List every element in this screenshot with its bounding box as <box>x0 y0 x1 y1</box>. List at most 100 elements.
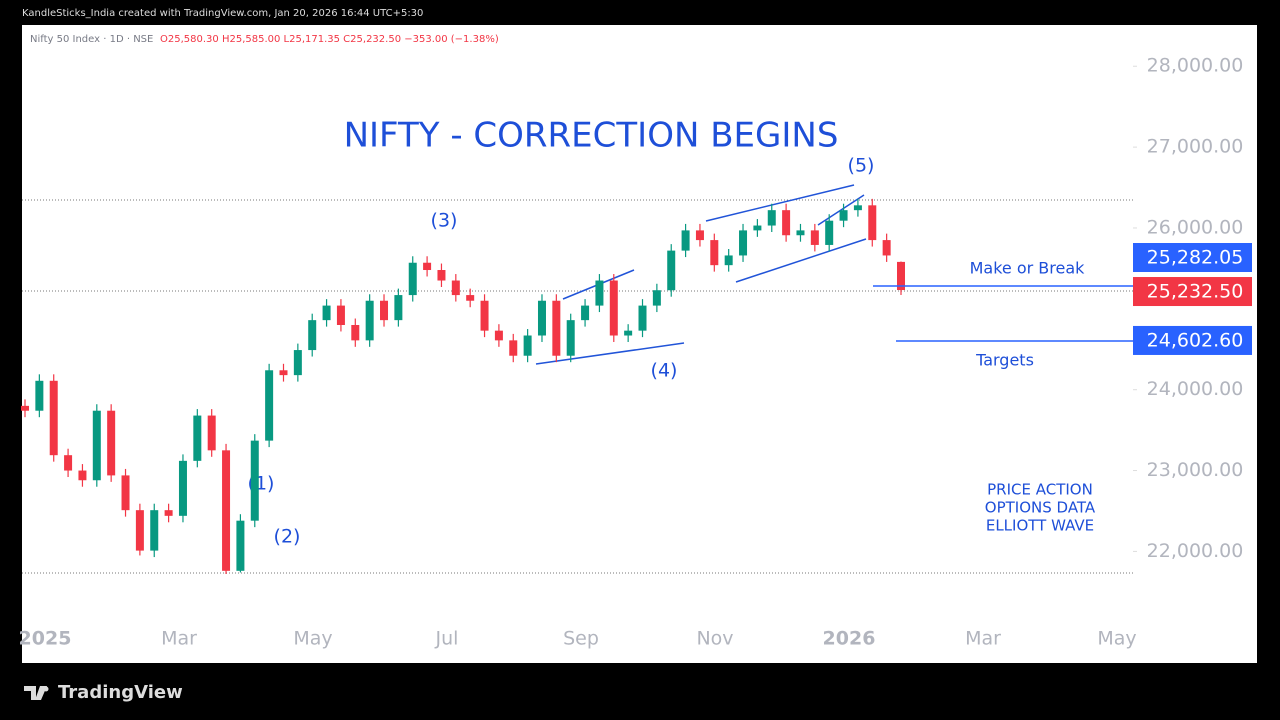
wave-label: (4) <box>651 360 678 382</box>
note: PRICE ACTION <box>987 481 1093 499</box>
candle-body <box>236 520 245 571</box>
candle-body <box>480 300 489 331</box>
candle-body <box>365 300 374 341</box>
candle-body <box>509 340 518 356</box>
price-label-box <box>1133 243 1252 272</box>
candle-body <box>150 510 159 551</box>
level-text: Make or Break <box>970 259 1086 278</box>
candle-body <box>681 230 690 251</box>
level-text: Targets <box>975 350 1034 369</box>
candle-body <box>380 300 389 321</box>
header: KandleSticks_India created with TradingV… <box>22 8 423 19</box>
candle-body <box>796 230 805 236</box>
candle-body <box>322 305 331 321</box>
price-label: 24,602.60 <box>1147 329 1244 351</box>
range-lines <box>22 199 1133 574</box>
candle-body <box>537 300 546 336</box>
candle-body <box>624 330 633 336</box>
candle-body <box>178 460 187 516</box>
candle-body <box>494 330 503 341</box>
candle-body <box>523 335 532 356</box>
candle-body <box>581 305 590 321</box>
candle-body <box>882 240 891 256</box>
candle-body <box>868 205 877 241</box>
candle-body <box>767 210 776 226</box>
candle-body <box>135 510 144 551</box>
candle-body <box>667 250 676 291</box>
ohlc: O25,580.30 H25,585.00 L25,171.35 C25,232… <box>160 34 499 45</box>
candle-body <box>279 370 288 376</box>
candle-body <box>92 410 101 481</box>
y-tick-label: 28,000.00 <box>1147 55 1244 77</box>
candle-body <box>897 261 905 291</box>
candle-body <box>250 440 259 521</box>
candle-body <box>739 230 748 256</box>
candle-body <box>810 230 819 245</box>
candle-body <box>466 295 475 301</box>
y-tick-label: 24,000.00 <box>1147 378 1244 400</box>
y-tick-label: 26,000.00 <box>1147 216 1244 238</box>
candle-body <box>21 405 29 411</box>
candle-body <box>107 410 116 476</box>
x-tick-label: Jul <box>435 628 459 650</box>
chart-title: NIFTY - CORRECTION BEGINS <box>344 116 839 156</box>
candle-body <box>853 205 862 211</box>
x-tick-label: 2025 <box>19 628 72 650</box>
candle-body <box>595 280 604 306</box>
price-label-box <box>1133 325 1252 355</box>
candle-body <box>49 380 58 456</box>
note: ELLIOTT WAVE <box>986 517 1094 535</box>
candle-body <box>293 350 302 376</box>
candle-body <box>753 225 762 231</box>
candle-body <box>566 320 575 356</box>
candle-body <box>78 470 87 481</box>
x-tick-label: May <box>1097 628 1136 650</box>
price-label: 25,282.05 <box>1147 247 1244 269</box>
candle-body <box>265 370 274 441</box>
candle-body <box>308 320 317 351</box>
candle-body <box>121 475 130 511</box>
candle-body <box>164 510 173 516</box>
candle-body <box>35 380 44 411</box>
wave-label: (3) <box>431 210 458 232</box>
logo: TradingView <box>24 682 183 703</box>
x-tick-label: Nov <box>696 628 733 650</box>
notes: PRICE ACTION OPTIONS DATA ELLIOTT WAVE <box>985 481 1096 535</box>
x-tick-label: Mar <box>161 628 197 650</box>
candle-body <box>207 415 216 451</box>
candle-body <box>193 415 202 461</box>
candle-body <box>351 324 360 341</box>
y-tick-label: 22,000.00 <box>1147 540 1244 562</box>
candle-body <box>839 210 848 221</box>
candle-body <box>437 270 446 281</box>
y-tick-label: 27,000.00 <box>1147 136 1244 158</box>
candle-body <box>552 300 561 356</box>
candle-body <box>451 280 460 296</box>
y-tick-label: 23,000.00 <box>1147 459 1244 481</box>
candle-body <box>825 220 834 245</box>
wave-label: (2) <box>274 526 301 548</box>
candle-body <box>336 305 345 325</box>
price-label-box <box>1133 277 1252 307</box>
candle-body <box>724 255 733 266</box>
candle-body <box>222 450 231 571</box>
candle-body <box>408 262 417 296</box>
candle-body <box>423 262 432 271</box>
candle-body <box>394 295 403 321</box>
candle-body <box>782 210 791 236</box>
candle-body <box>64 455 73 471</box>
candle-body <box>695 230 704 241</box>
x-tick-label: Mar <box>965 628 1001 650</box>
symbol: Nifty 50 Index · 1D · NSE <box>30 34 153 45</box>
candle-body <box>652 290 661 306</box>
wave-label: (5) <box>848 155 875 177</box>
candle-body <box>638 305 647 331</box>
x-tick-label: Sep <box>563 628 599 650</box>
x-tick-label: May <box>293 628 332 650</box>
candle-body <box>609 280 618 336</box>
footer: TradingView <box>58 682 183 703</box>
price-label: 25,232.50 <box>1147 281 1244 303</box>
x-tick-label: 2026 <box>823 628 876 650</box>
